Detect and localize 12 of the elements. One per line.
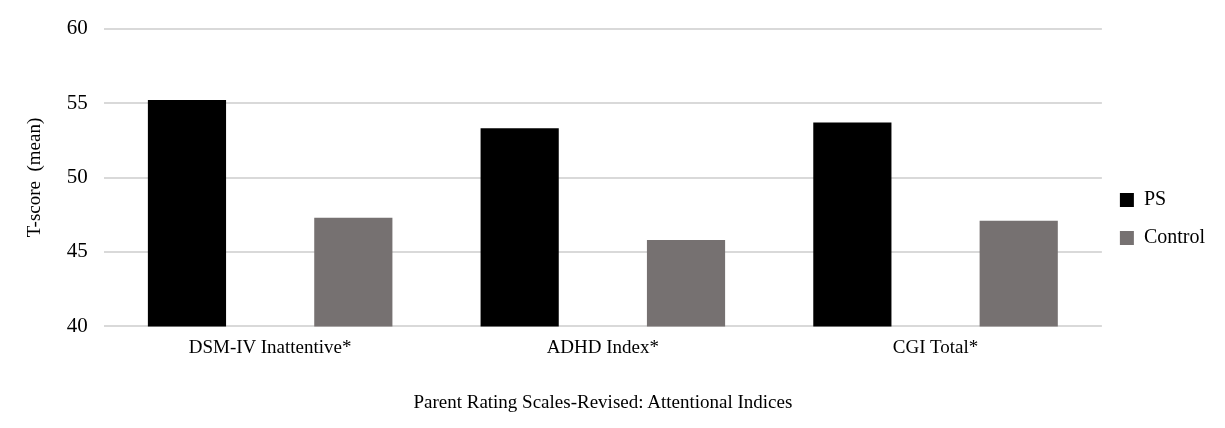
y-tick-label: 50 [66,164,88,189]
legend-label: PS [1143,187,1167,210]
y-tick-label: 60 [66,15,88,40]
y-tick-label: 55 [66,89,88,114]
x-tick-label: DSM-IV Inattentive* [188,335,352,357]
x-tick-label: CGI Total* [892,335,979,357]
x-axis-title: Parent Rating Scales-Revised: Attentional Indices [413,390,793,412]
y-tick-label: 45 [66,238,88,263]
legend-label: Control [1143,225,1206,248]
y-tick-label: 40 [66,312,88,337]
y-axis-title: T-score (mean) [23,117,46,238]
x-tick-label: ADHD Index* [546,335,660,357]
